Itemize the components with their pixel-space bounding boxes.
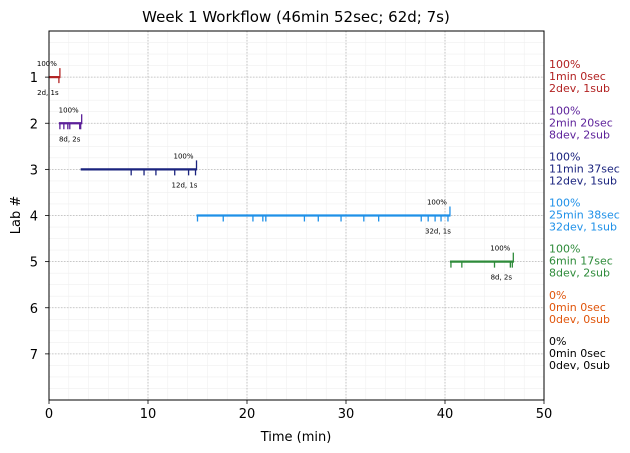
x-tick-label: 50 <box>536 407 553 422</box>
lab-6-summary-line: 0% <box>549 289 566 302</box>
x-tick-label: 20 <box>239 407 256 422</box>
y-axis-label: Lab # <box>9 196 24 235</box>
lab-3-counts-label: 12d, 1s <box>172 181 198 189</box>
lab-3-summary-line: 100% <box>549 150 580 163</box>
x-tick-label: 30 <box>338 407 355 422</box>
lab-4-summary-line: 25min 38sec <box>549 209 620 222</box>
lab-2-summary-line: 2min 20sec <box>549 116 613 129</box>
lab-1-summary-line: 2dev, 1sub <box>549 82 610 95</box>
x-tick-label: 0 <box>45 407 53 422</box>
chart-title: Week 1 Workflow (46min 52sec; 62d; 7s) <box>142 8 450 26</box>
lab-3-summary-line: 12dev, 1sub <box>549 174 617 187</box>
lab-6-summary-line: 0min 0sec <box>549 301 606 314</box>
lab-5-summary-line: 100% <box>549 243 580 256</box>
lab-1-percent-label: 100% <box>37 60 57 68</box>
y-tick-label: 5 <box>30 256 38 271</box>
lab-5-counts-label: 8d, 2s <box>491 274 513 282</box>
lab-1-summary-line: 1min 0sec <box>549 70 606 83</box>
lab-1-summary-line: 100% <box>549 58 580 71</box>
y-tick-label: 7 <box>30 348 38 363</box>
y-tick-label: 3 <box>30 163 38 178</box>
lab-5-summary-line: 6min 17sec <box>549 255 613 268</box>
lab-4-summary-line: 32dev, 1sub <box>549 221 617 234</box>
lab-7-summary-line: 0min 0sec <box>549 347 606 360</box>
y-tick-label: 2 <box>30 117 38 132</box>
x-tick-label: 10 <box>140 407 157 422</box>
timeline-marks: 100% 2d, 1s 100% 8d, 2s 100% 12d, 1s 100% 32d, … <box>37 60 514 282</box>
lab-4-summary-line: 100% <box>549 197 580 210</box>
lab-1-counts-label: 2d, 1s <box>37 89 59 97</box>
lab-3-percent-label: 100% <box>174 152 194 160</box>
x-tick-label: 40 <box>437 407 454 422</box>
y-tick-label: 4 <box>30 210 38 225</box>
lab-4-percent-label: 100% <box>427 199 447 207</box>
lab-4-counts-label: 32d, 1s <box>425 228 451 236</box>
lab-5-summary-line: 8dev, 2sub <box>549 267 610 280</box>
lab-7-summary-line: 0% <box>549 335 566 348</box>
lab-5-percent-label: 100% <box>490 245 510 253</box>
axes: 0 10 20 30 40 50 1 2 3 4 5 6 7 <box>30 71 553 422</box>
lab-2-summary-line: 100% <box>549 104 580 117</box>
lab-2-percent-label: 100% <box>59 106 79 114</box>
lab-7-summary-line: 0dev, 0sub <box>549 359 610 372</box>
lab-3-summary-line: 11min 37sec <box>549 162 620 175</box>
y-tick-label: 6 <box>30 302 38 317</box>
lab-6-summary-line: 0dev, 0sub <box>549 313 610 326</box>
y-tick-label: 1 <box>30 71 38 86</box>
lab-2-counts-label: 8d, 2s <box>59 135 81 143</box>
lab-2-summary-line: 8dev, 2sub <box>549 128 610 141</box>
x-axis-label: Time (min) <box>260 430 332 445</box>
